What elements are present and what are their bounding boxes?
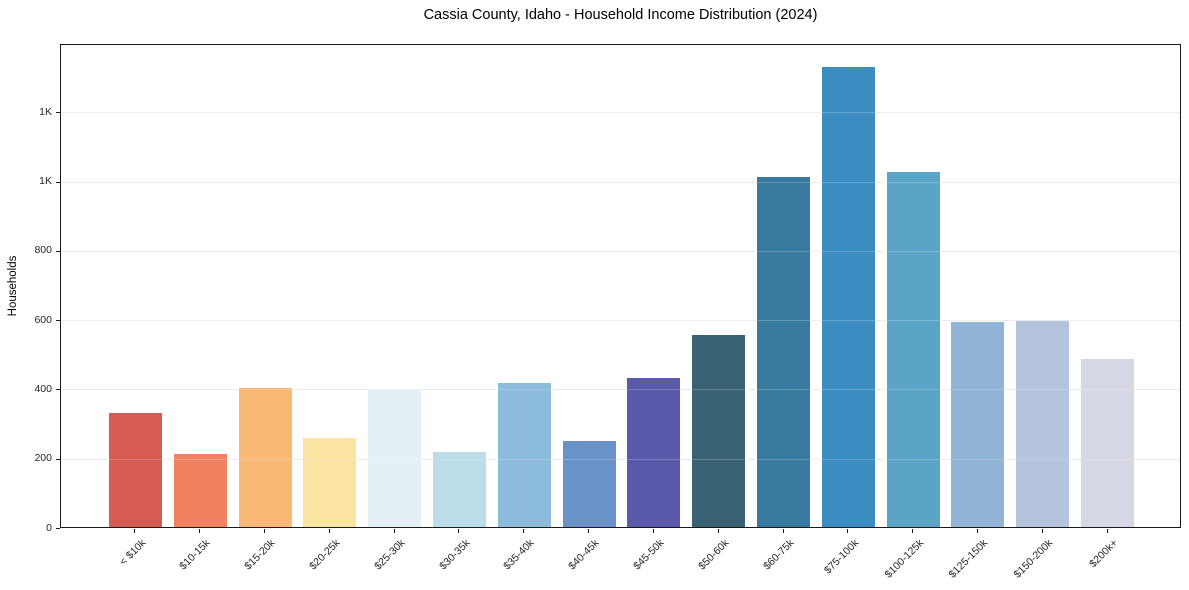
- bar-$125-150k: [951, 321, 1005, 527]
- x-tick-label: $20-25k: [307, 537, 343, 573]
- x-tick-mark: [976, 529, 978, 533]
- x-tick-label: $35-40k: [501, 537, 537, 573]
- x-tick-mark: [264, 529, 266, 533]
- x-tick-mark: [199, 529, 201, 533]
- gridline-overlay: [61, 250, 1180, 252]
- x-tick-label: $30-35k: [436, 537, 472, 573]
- x-tick-mark: [782, 529, 784, 533]
- x-tick-label: $75-100k: [821, 537, 861, 577]
- bar-$25-30k: [368, 389, 422, 527]
- bar-$45-50k: [627, 378, 681, 527]
- gridline-overlay: [61, 320, 1180, 322]
- gridline-overlay: [61, 112, 1180, 114]
- x-tick-mark: [1041, 529, 1043, 533]
- y-tick-label: 600: [34, 313, 52, 326]
- x-tick-label: $25-30k: [371, 537, 408, 573]
- x-tick-mark: [328, 529, 330, 533]
- gridline-overlay: [61, 181, 1180, 183]
- bar-$75-100k: [821, 67, 875, 527]
- gridline: [61, 458, 1180, 460]
- bar-$35-40k: [497, 382, 551, 527]
- bar-$150-200k: [1016, 320, 1070, 527]
- x-tick-label: $200k+: [1087, 537, 1121, 571]
- x-tick-mark: [523, 529, 525, 533]
- y-tick-label: 1K: [39, 105, 52, 118]
- x-tick-mark: [393, 529, 395, 533]
- y-tick-mark: [56, 320, 60, 322]
- x-tick-mark: [847, 529, 849, 533]
- bar-$60-75k: [757, 176, 811, 527]
- x-tick-label: < $10k: [116, 537, 148, 568]
- gridline: [61, 112, 1180, 114]
- x-tick-mark: [1106, 529, 1108, 533]
- gridline: [61, 389, 1180, 391]
- bar-$30-35k: [432, 452, 486, 527]
- y-tick-mark: [56, 528, 60, 529]
- gridline: [61, 181, 1180, 183]
- x-tick-label: $60-75k: [760, 537, 797, 573]
- x-tick-label: $125-150k: [946, 537, 991, 581]
- y-tick-mark: [56, 112, 60, 114]
- chart-title: Cassia County, Idaho - Household Income …: [423, 7, 818, 23]
- x-tick-label: $40-45k: [566, 537, 602, 573]
- x-tick-mark: [588, 529, 590, 533]
- y-tick-mark: [56, 250, 60, 252]
- bar-$200k+: [1081, 358, 1135, 527]
- y-tick-mark: [56, 458, 60, 460]
- y-axis-label: Households: [7, 255, 19, 317]
- y-tick-mark: [56, 181, 60, 183]
- y-tick-label: 800: [34, 244, 52, 257]
- gridline: [61, 320, 1180, 322]
- gridline: [61, 250, 1180, 252]
- bar-$20-25k: [303, 437, 357, 527]
- x-tick-label: $10-15k: [177, 537, 213, 573]
- x-tick-mark: [652, 529, 654, 533]
- bar-$100-125k: [886, 171, 940, 527]
- y-tick-label: 1K: [39, 175, 52, 188]
- x-tick-mark: [134, 529, 136, 533]
- bar-$15-20k: [238, 388, 292, 527]
- y-tick-label: 0: [46, 521, 52, 534]
- x-tick-label: $150-200k: [1011, 537, 1056, 581]
- y-tick-label: 400: [34, 382, 52, 395]
- x-tick-label: $15-20k: [242, 537, 278, 573]
- x-tick-mark: [912, 529, 914, 533]
- x-tick-label: $100-125k: [882, 537, 926, 581]
- y-tick-mark: [56, 389, 60, 391]
- bar-$10-15k: [173, 453, 227, 527]
- bar-$40-45k: [562, 441, 616, 527]
- x-tick-label: $50-60k: [695, 537, 732, 573]
- bar-$50-60k: [692, 335, 746, 527]
- plot-area: [60, 44, 1181, 528]
- x-tick-label: $45-50k: [631, 537, 667, 573]
- gridline-overlay: [61, 458, 1180, 460]
- x-tick-mark: [458, 529, 460, 533]
- gridline-overlay: [61, 389, 1180, 391]
- x-tick-mark: [717, 529, 719, 533]
- bar-< $10k: [108, 412, 162, 527]
- y-tick-label: 200: [34, 452, 52, 465]
